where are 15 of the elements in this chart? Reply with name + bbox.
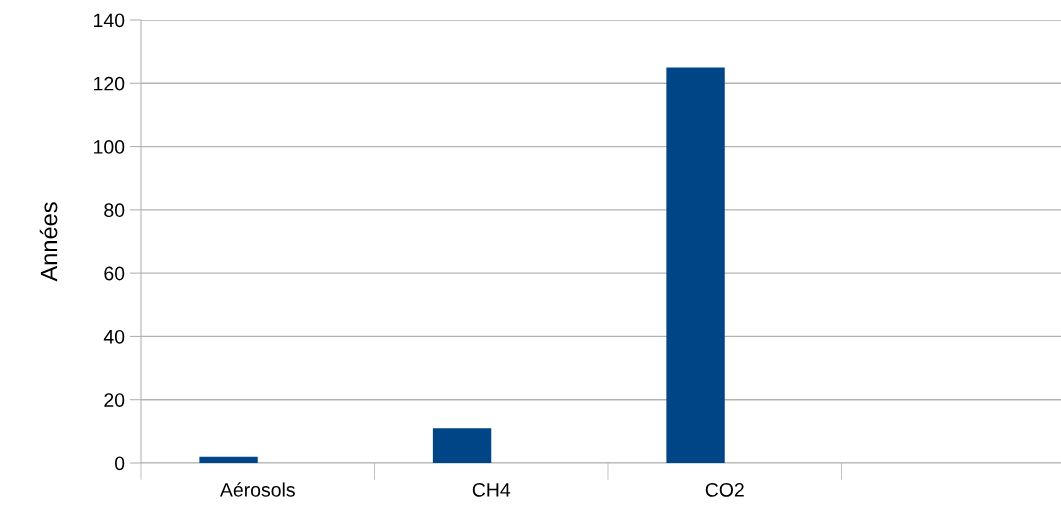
y-axis-title: Années [39,202,58,282]
bar [432,428,492,463]
y-tick-label: 140 [94,13,125,28]
y-tick-label: 120 [94,76,125,91]
bar [666,67,725,463]
y-tick-label: 60 [104,266,125,281]
y-tick-label: 0 [114,456,125,471]
y-tick-label: 80 [104,203,125,218]
bar [199,456,258,463]
x-tick-label: CO2 [705,482,744,497]
y-tick-label: 20 [104,393,125,407]
y-tick-label: 40 [103,329,125,344]
x-tick-label: CH4 [472,482,511,497]
y-tick-label: 100 [94,140,125,154]
x-tick-label: Aérosols [219,482,295,497]
